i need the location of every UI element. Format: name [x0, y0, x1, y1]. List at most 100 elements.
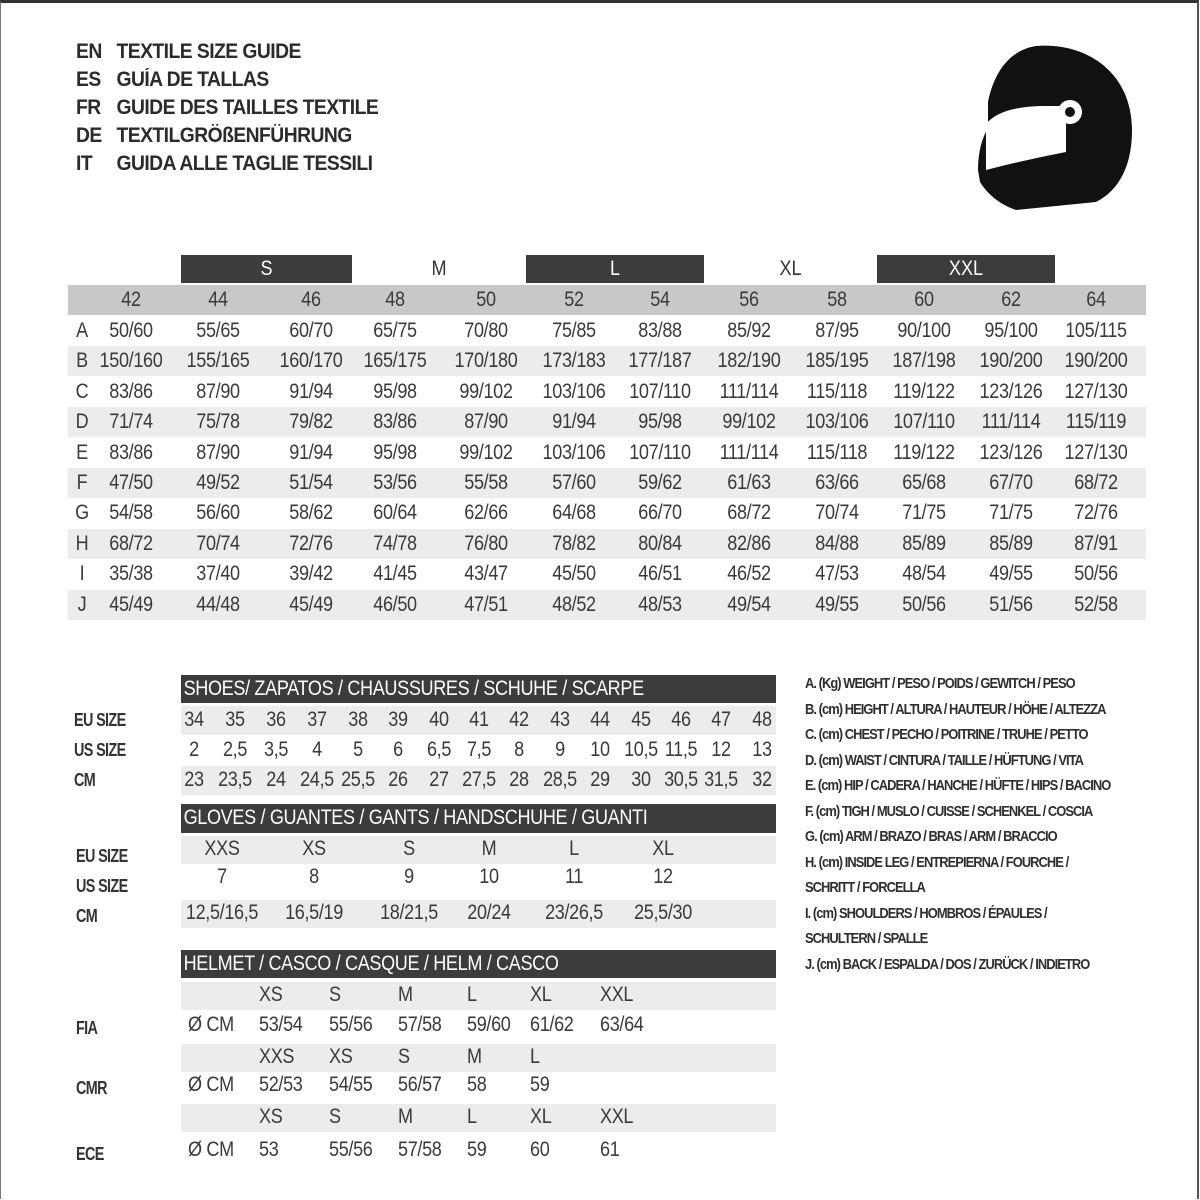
- table-cell: 150/160: [99, 349, 163, 373]
- table-cell: 87/90: [196, 379, 240, 403]
- helmet-size: XXL: [600, 1105, 634, 1128]
- language-code: DE: [76, 124, 102, 147]
- table-cell: 185/195: [805, 349, 869, 373]
- table-cell: 111/114: [719, 379, 779, 403]
- table-cell: 35/38: [109, 562, 153, 586]
- letter-size-label: M: [431, 257, 447, 280]
- legend-item: SCHULTERN / SPALLE: [805, 930, 928, 947]
- title-text: GUÍA DE TALLAS: [116, 68, 269, 91]
- table-cell: 41/45: [373, 562, 417, 586]
- row-label: F: [76, 471, 88, 494]
- table-row-bg: [181, 706, 776, 735]
- table-cell: 103/106: [542, 379, 606, 403]
- letter-size-band: XL: [704, 255, 877, 283]
- table-row-bg: [181, 766, 776, 795]
- table-cell: 5: [353, 738, 363, 761]
- table-cell: 87/91: [1074, 531, 1118, 555]
- table-cell: 10: [479, 865, 499, 888]
- table-cell: 59: [530, 1073, 550, 1096]
- table-cell: 2,5: [222, 738, 248, 761]
- table-cell: 49/52: [196, 471, 240, 494]
- table-cell: 11,5: [664, 738, 698, 761]
- table-cell: 35: [225, 708, 245, 731]
- table-cell: 155/165: [186, 349, 250, 373]
- table-cell: 29: [590, 768, 610, 791]
- table-cell: 115/119: [1065, 410, 1127, 434]
- title-text: GUIDE DES TAILLES TEXTILE: [116, 96, 379, 119]
- table-cell: 68/72: [109, 531, 153, 555]
- table-cell: 24: [266, 768, 286, 791]
- table-cell: 28: [509, 768, 529, 791]
- table-cell: 62/66: [464, 501, 508, 525]
- table-cell: 50/60: [109, 319, 153, 342]
- table-cell: 91/94: [552, 410, 596, 434]
- table-cell: 71/74: [109, 410, 153, 434]
- table-cell: 55/58: [464, 471, 508, 494]
- table-cell: 61/63: [727, 471, 771, 494]
- table-cell: 25,5: [341, 768, 375, 791]
- table-cell: 72/76: [289, 531, 333, 555]
- table-cell: 68/72: [727, 501, 771, 525]
- table-cell: 91/94: [289, 440, 333, 464]
- legend-item: A. (Kg) WEIGHT / PESO / POIDS / GEWITCH …: [805, 675, 1076, 692]
- table-cell: 103/106: [542, 440, 606, 464]
- table-cell: 65/75: [373, 319, 417, 342]
- table-cell: 56/60: [196, 501, 240, 525]
- table-cell: S: [403, 837, 415, 860]
- legend-item: B. (cm) HEIGHT / ALTURA / HAUTEUR / HÖHE…: [805, 700, 1106, 718]
- title-line: DE TEXTILGRÖßENFÜHRUNG: [76, 124, 352, 148]
- table-cell: 53/54: [259, 1013, 303, 1036]
- helmet-size: XS: [259, 983, 283, 1006]
- size-number: 64: [1086, 288, 1106, 311]
- table-cell: 187/198: [892, 349, 956, 373]
- table-cell: 53/56: [373, 471, 417, 494]
- legend-item: G. (cm) ARM / BRAZO / BRAS / ARM / BRACC…: [805, 828, 1058, 845]
- table-cell: 99/102: [459, 440, 513, 464]
- table-cell: 99/102: [459, 379, 513, 403]
- table-cell: 27,5: [462, 768, 496, 791]
- helmet-size: XS: [259, 1105, 283, 1128]
- table-cell: 24,5: [300, 768, 334, 791]
- title-line: ES GUÍA DE TALLAS: [76, 68, 269, 92]
- row-label: B: [76, 349, 88, 373]
- table-cell: 23/26,5: [545, 901, 603, 924]
- table-cell: 34: [184, 708, 204, 731]
- table-cell: 47/50: [109, 471, 153, 494]
- table-cell: 47/53: [815, 562, 859, 586]
- table-cell: 43/47: [464, 562, 508, 586]
- table-cell: 103/106: [805, 410, 869, 434]
- helmet-size: L: [467, 1105, 477, 1128]
- table-cell: 123/126: [979, 440, 1043, 464]
- row-label: FIA: [76, 1018, 98, 1038]
- size-number: 44: [208, 288, 228, 311]
- table-cell: 55/56: [329, 1138, 373, 1161]
- legend-item: D. (cm) WAIST / CINTURA / TAILLE / HÜFTU…: [805, 751, 1084, 769]
- table-cell: 43: [550, 708, 570, 731]
- table-cell: 71/75: [902, 501, 946, 525]
- table-cell: 119/122: [893, 379, 955, 403]
- table-cell: 70/74: [815, 501, 859, 525]
- table-cell: 12: [653, 865, 673, 888]
- size-number: 60: [914, 288, 934, 311]
- title-line: IT GUIDA ALLE TAGLIE TESSILI: [76, 152, 373, 176]
- table-cell: 78/82: [552, 531, 596, 555]
- table-cell: 74/78: [373, 531, 417, 555]
- table-cell: 95/98: [373, 379, 417, 403]
- table-cell: 119/122: [893, 440, 955, 464]
- table-cell: 66/70: [638, 501, 682, 525]
- table-row-bg: [68, 589, 1146, 620]
- table-row-bg: [68, 407, 1146, 438]
- table-cell: 32: [752, 768, 772, 791]
- row-label: C: [75, 379, 89, 403]
- table-cell: 59: [467, 1138, 487, 1161]
- table-cell: 47/51: [464, 592, 508, 616]
- table-cell: 165/175: [363, 349, 427, 373]
- table-cell: 37/40: [196, 562, 240, 586]
- table-cell: 45/49: [289, 592, 333, 616]
- helmet-size: XL: [530, 983, 552, 1006]
- table-cell: 80/84: [638, 531, 682, 555]
- table-cell: 46/52: [727, 562, 771, 586]
- table-cell: 91/94: [289, 379, 333, 403]
- table-cell: 95/98: [638, 410, 682, 434]
- size-number: 54: [650, 288, 670, 311]
